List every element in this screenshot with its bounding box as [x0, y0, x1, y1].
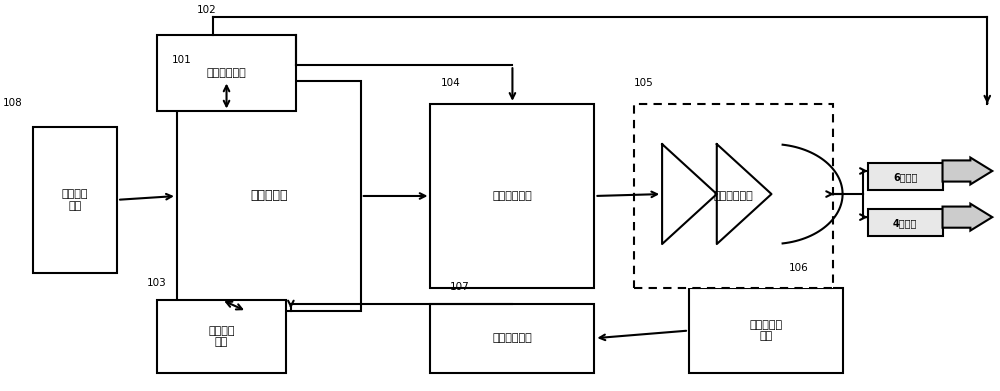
Text: 反馈环切换
单元: 反馈环切换 单元 [749, 320, 783, 341]
Text: 6路电流: 6路电流 [893, 172, 917, 182]
Bar [868, 210, 943, 236]
Text: 102: 102 [197, 5, 216, 15]
Text: 103: 103 [147, 278, 167, 288]
Bar [430, 104, 594, 288]
Text: 液晶显示
单元: 液晶显示 单元 [208, 326, 235, 347]
Text: 网络通信单元: 网络通信单元 [207, 68, 246, 78]
Text: 108: 108 [3, 97, 23, 108]
Bar [689, 288, 843, 373]
Text: 106: 106 [788, 263, 808, 273]
Bar [430, 304, 594, 373]
Text: 104: 104 [440, 78, 460, 88]
Text: 电源供给
单元: 电源供给 单元 [62, 189, 88, 211]
Bar [157, 34, 296, 111]
Text: 主控板单元: 主控板单元 [250, 190, 288, 203]
Bar [634, 104, 833, 288]
Bar [177, 81, 361, 311]
Text: 4路电压: 4路电压 [893, 218, 917, 228]
Text: 数模转换单元: 数模转换单元 [493, 191, 532, 201]
FancyArrow shape [943, 158, 992, 185]
Text: 功率放大单元: 功率放大单元 [714, 191, 754, 201]
Text: 107: 107 [450, 282, 470, 292]
FancyArrow shape [943, 204, 992, 231]
Text: 101: 101 [172, 55, 192, 65]
Bar [868, 163, 943, 190]
Bar [157, 300, 286, 373]
Text: 105: 105 [634, 78, 654, 88]
Bar [33, 127, 117, 273]
Text: 模数转换单元: 模数转换单元 [493, 333, 532, 343]
